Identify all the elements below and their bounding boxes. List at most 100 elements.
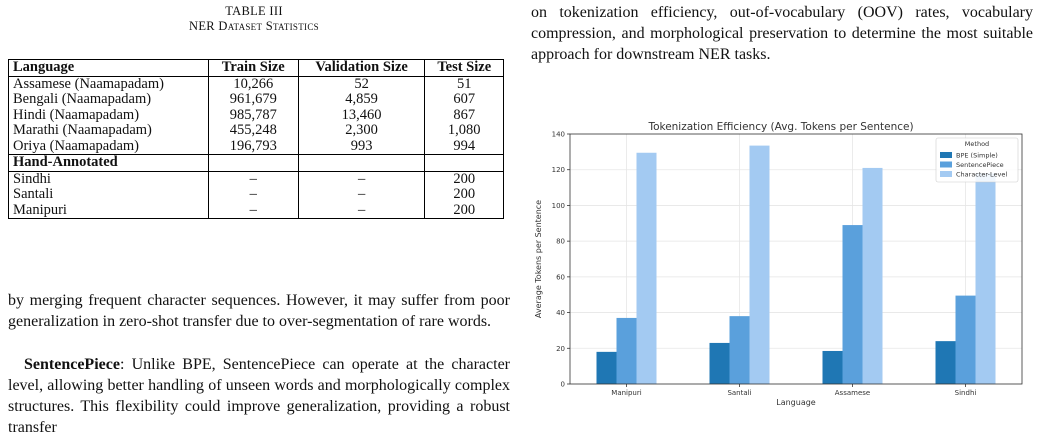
cell-validation: –: [297, 186, 426, 203]
cell-test: 200: [424, 186, 504, 203]
legend-swatch: [940, 161, 952, 168]
legend-swatch: [940, 152, 952, 158]
x-tick-label: Santali: [727, 389, 751, 397]
cell-language: Oriya (Naamapadam): [8, 138, 209, 155]
table-row: Bengali (Naamapadam) 961,679 4,859 607: [8, 91, 504, 108]
cell-train: 455,248: [207, 122, 299, 139]
table-row: Manipuri – – 200: [8, 202, 504, 219]
legend-entry: BPE (Simple): [956, 152, 998, 160]
x-tick-label: Sindhi: [955, 389, 977, 397]
cell-validation: –: [297, 202, 426, 219]
table-row: Assamese (Naamapadam) 10,266 52 51: [8, 76, 504, 92]
legend-entry: SentencePiece: [956, 161, 1004, 169]
col-header-language: Language: [8, 59, 209, 77]
bar: [842, 225, 863, 384]
table-row: Oriya (Naamapadam) 196,793 993 994: [8, 138, 504, 155]
x-axis-label: Language: [776, 398, 816, 407]
chart-canvas: Tokenization Efficiency (Avg. Tokens per…: [534, 121, 1023, 407]
y-tick-label: 120: [552, 166, 565, 174]
legend-box: [935, 137, 1019, 183]
y-axis-ticks: 0 20 40 60 80 100 120 140: [552, 131, 570, 389]
table-row: Santali – – 200: [8, 186, 504, 203]
cell-language: Manipuri: [8, 202, 209, 219]
y-tick-label: 80: [556, 238, 565, 246]
cell-validation: 993: [297, 138, 426, 155]
y-tick-label: 40: [556, 309, 565, 317]
bar: [822, 350, 843, 384]
y-tick-label: 100: [552, 202, 565, 210]
table-row: Sindhi – – 200: [8, 171, 504, 187]
col-header-train: Train Size: [207, 59, 299, 77]
cell-language: Hindi (Naamapadam): [8, 107, 209, 123]
cell-train: 196,793: [207, 138, 299, 155]
cell-language: Assamese (Naamapadam): [8, 76, 209, 92]
y-axis-label: Average Tokens per Sentence: [534, 200, 543, 318]
sentencepiece-description: : Unlike BPE, SentencePiece can operate …: [8, 356, 510, 436]
bar: [636, 152, 657, 384]
cell-test: 994: [424, 138, 504, 155]
bpe-paragraph: by merging frequent character sequences.…: [8, 292, 510, 330]
cell-train: –: [207, 202, 299, 219]
table-number: TABLE III: [225, 4, 283, 18]
x-tick-label: Manipuri: [611, 389, 641, 397]
cell-validation: 2,300: [297, 122, 426, 139]
table-section-row: Hand-Annotated: [8, 154, 504, 172]
bar: [709, 342, 730, 384]
empty-cell: [424, 154, 504, 172]
x-tick-label: Assamese: [835, 389, 870, 397]
legend-title: Method: [965, 140, 989, 148]
sentencepiece-paragraph: SentencePiece: Unlike BPE, SentencePiece…: [8, 354, 510, 436]
cell-validation: –: [297, 171, 426, 187]
cell-test: 867: [424, 107, 504, 123]
cell-train: 10,266: [207, 76, 299, 92]
bar: [975, 173, 996, 384]
cell-test: 51: [424, 76, 504, 92]
empty-cell: [297, 154, 426, 172]
empty-cell: [207, 154, 299, 172]
evaluation-paragraph: on tokenization efficiency, out-of-vocab…: [531, 4, 1033, 63]
bar: [749, 145, 770, 384]
bar-group: [596, 145, 996, 384]
section-label: Hand-Annotated: [8, 154, 209, 172]
tokenization-chart: Tokenization Efficiency (Avg. Tokens per…: [528, 118, 1033, 418]
bar: [616, 317, 637, 384]
cell-language: Santali: [8, 186, 209, 203]
cell-train: –: [207, 186, 299, 203]
col-header-validation: Validation Size: [297, 59, 426, 77]
cell-train: 985,787: [207, 107, 299, 123]
y-tick-label: 0: [561, 381, 565, 389]
col-header-test: Test Size: [424, 59, 504, 77]
ner-stats-table: Language Train Size Validation Size Test…: [8, 59, 504, 219]
bar: [729, 316, 750, 384]
legend-entry: Character-Level: [956, 171, 1007, 179]
cell-test: 1,080: [424, 122, 504, 139]
y-tick-label: 60: [556, 273, 565, 281]
chart-legend: Method BPE (Simple)SentencePiece Character…: [935, 137, 1019, 183]
bar: [935, 341, 956, 384]
cell-test: 200: [424, 202, 504, 219]
table-row: Hindi (Naamapadam) 985,787 13,460 867: [8, 107, 504, 123]
cell-language: Marathi (Naamapadam): [8, 122, 209, 139]
cell-train: 961,679: [207, 91, 299, 108]
chart-title: Tokenization Efficiency (Avg. Tokens per…: [647, 121, 913, 133]
cell-validation: 52: [297, 76, 426, 92]
y-tick-label: 20: [556, 345, 565, 353]
x-axis-ticks: Manipuri Santali Assamese Sindhi: [611, 384, 976, 397]
sentencepiece-term: SentencePiece: [24, 356, 120, 373]
legend-swatch: [940, 171, 952, 177]
y-tick-label: 140: [552, 131, 565, 139]
table-row: Marathi (Naamapadam) 455,248 2,300 1,080: [8, 122, 504, 139]
cell-train: –: [207, 171, 299, 187]
table-title: NER Dataset Statistics: [189, 19, 319, 33]
table-header-row: Language Train Size Validation Size Test…: [8, 59, 504, 77]
cell-validation: 13,460: [297, 107, 426, 123]
bar: [596, 351, 617, 384]
plot-frame: [569, 133, 1023, 385]
cell-language: Sindhi: [8, 171, 209, 187]
cell-test: 200: [424, 171, 504, 187]
bar: [955, 295, 976, 384]
cell-test: 607: [424, 91, 504, 108]
cell-validation: 4,859: [297, 91, 426, 108]
cell-language: Bengali (Naamapadam): [8, 91, 209, 108]
bar: [862, 167, 883, 384]
